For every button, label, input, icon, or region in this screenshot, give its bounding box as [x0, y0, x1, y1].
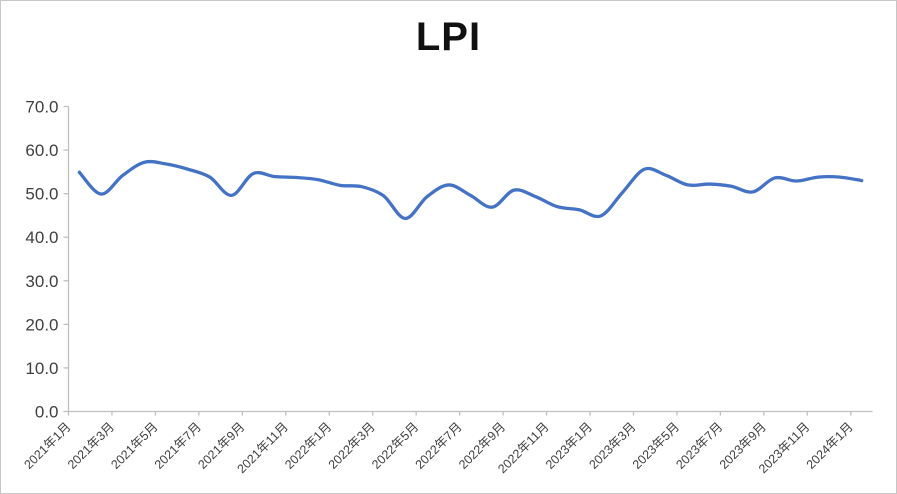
y-tick-label: 20.0: [25, 315, 58, 334]
y-tick-label: 30.0: [25, 272, 58, 291]
y-tick-label: 60.0: [25, 141, 58, 160]
y-tick-label: 40.0: [25, 228, 58, 247]
y-tick-label: 10.0: [25, 359, 58, 378]
y-tick-label: 0.0: [35, 403, 59, 422]
y-tick-label: 50.0: [25, 185, 58, 204]
x-tick-label: 2024年1月: [804, 420, 856, 472]
chart-title: LPI: [415, 15, 482, 59]
lpi-series-line: [77, 159, 864, 221]
y-tick-label: 70.0: [25, 98, 58, 117]
